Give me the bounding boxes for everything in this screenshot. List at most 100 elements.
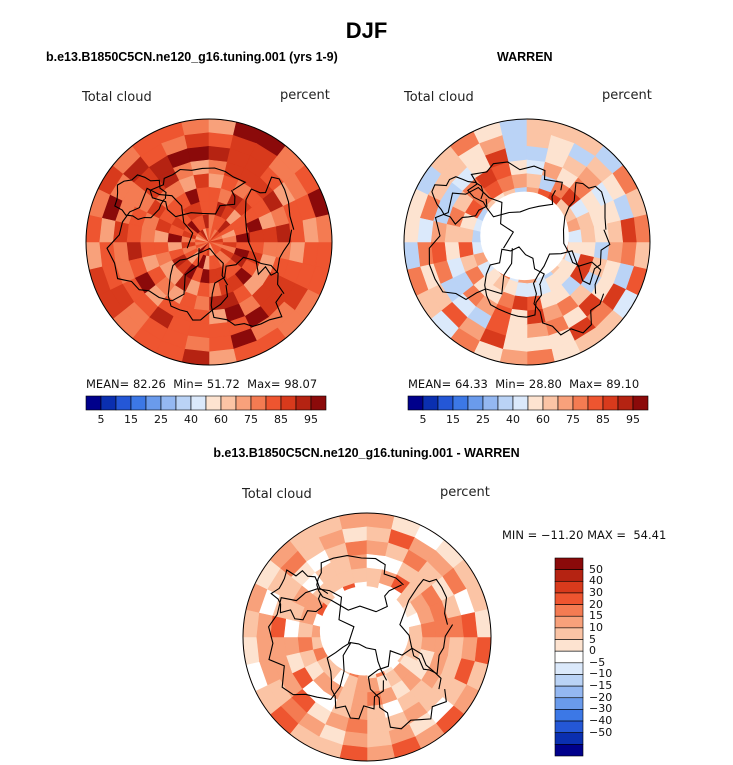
- map-cell: [225, 258, 242, 275]
- colorbar-tick-label: −30: [589, 702, 613, 716]
- map-cell: [268, 301, 295, 328]
- map-cell: [466, 155, 492, 179]
- map-border: [85, 118, 333, 366]
- map-cell: [279, 576, 303, 602]
- map-cell: [366, 636, 377, 650]
- map-cell: [276, 309, 306, 339]
- map-cell: [400, 670, 422, 692]
- map-cell: [513, 235, 528, 243]
- map-cell: [535, 250, 549, 264]
- map-cell: [291, 688, 316, 713]
- map-cell: [593, 223, 610, 243]
- map-cell: [131, 130, 162, 157]
- colorbar-tick-label: 85: [596, 413, 610, 426]
- map-cell: [453, 588, 475, 616]
- map-cell: [526, 241, 541, 249]
- map-cell: [366, 636, 380, 647]
- map-cell: [267, 678, 292, 707]
- colorbar-tick-label: 15: [124, 413, 138, 426]
- map-cell: [144, 284, 167, 307]
- map-cell: [385, 711, 410, 732]
- colorbar-box: [554, 685, 584, 699]
- map-cell: [420, 262, 442, 290]
- map-cell: [97, 164, 124, 195]
- map-cell: [538, 229, 554, 240]
- map-cell: [520, 254, 528, 270]
- map-cell: [312, 645, 331, 662]
- map-cell: [345, 645, 359, 659]
- map-cell: [538, 244, 554, 255]
- map-cell: [270, 256, 290, 279]
- map-cell: [184, 188, 201, 206]
- map-cell: [543, 209, 560, 226]
- map-cell: [232, 340, 263, 363]
- map-cell: [460, 612, 478, 638]
- map-cell: [375, 582, 392, 601]
- map-cell: [464, 265, 485, 286]
- panel-obs-title: WARREN: [497, 50, 553, 64]
- panel-model-stats: MEAN= 82.26 Min= 51.72 Max= 98.07: [86, 377, 317, 391]
- map-cell: [391, 735, 422, 759]
- map-cell: [369, 649, 380, 665]
- map-cell: [330, 698, 353, 718]
- map-cell: [366, 609, 374, 624]
- colorbar-box: [452, 395, 469, 411]
- map-cell: [214, 216, 227, 232]
- map-cell: [354, 581, 368, 598]
- map-cell: [208, 254, 216, 270]
- map-cell: [340, 599, 356, 616]
- map-cell: [414, 722, 445, 750]
- map-cell: [625, 265, 648, 296]
- map-cell: [458, 241, 475, 258]
- map-cell: [552, 267, 571, 286]
- map-cell: [418, 561, 443, 586]
- colorbar-tick-label: 75: [566, 413, 580, 426]
- map-cell: [366, 730, 392, 748]
- map-cell: [348, 596, 362, 613]
- panel-diff-title: b.e13.B1850C5CN.ne120_g16.tuning.001 - W…: [213, 446, 520, 460]
- map-cell: [256, 612, 274, 638]
- colorbar-box: [554, 709, 584, 722]
- map-cell: [148, 305, 174, 329]
- map-cell: [449, 130, 480, 157]
- colorbar-tick-label: 20: [589, 597, 603, 611]
- map-cell: [502, 132, 528, 150]
- map-cell: [538, 175, 558, 194]
- map-cell: [526, 235, 541, 243]
- map-cell: [208, 119, 237, 136]
- map-cell: [402, 701, 428, 725]
- colorbar-box: [527, 395, 544, 411]
- colorbar-box: [554, 744, 584, 757]
- map-cell: [259, 588, 281, 616]
- map-cell: [535, 278, 552, 296]
- map-cell: [128, 256, 148, 279]
- colorbar-box: [250, 395, 267, 411]
- map-cell: [547, 135, 575, 157]
- map-cell: [248, 229, 265, 243]
- map-cell: [357, 636, 368, 650]
- colorbar-box: [512, 395, 529, 411]
- map-cell: [336, 569, 356, 588]
- map-cell: [366, 623, 374, 638]
- colorbar-box: [130, 395, 147, 411]
- map-cell: [208, 186, 222, 203]
- map-cell: [483, 198, 502, 217]
- map-cell: [208, 173, 225, 190]
- map-cell: [391, 642, 408, 656]
- map-cell: [187, 321, 210, 339]
- mean-value: 82.26: [132, 377, 166, 391]
- map-cell: [159, 259, 178, 277]
- map-cell: [208, 241, 218, 255]
- colorbar-box: [554, 615, 584, 629]
- map-cell: [512, 241, 528, 246]
- map-cell: [208, 241, 223, 249]
- map-cell: [366, 595, 377, 611]
- map-cell: [360, 623, 368, 638]
- map-cell: [171, 253, 188, 269]
- map-cell: [187, 250, 201, 264]
- map-cell: [366, 676, 380, 693]
- map-cell: [283, 283, 308, 311]
- map-cell: [289, 722, 320, 750]
- map-cell: [354, 627, 368, 638]
- map-cell: [366, 581, 380, 598]
